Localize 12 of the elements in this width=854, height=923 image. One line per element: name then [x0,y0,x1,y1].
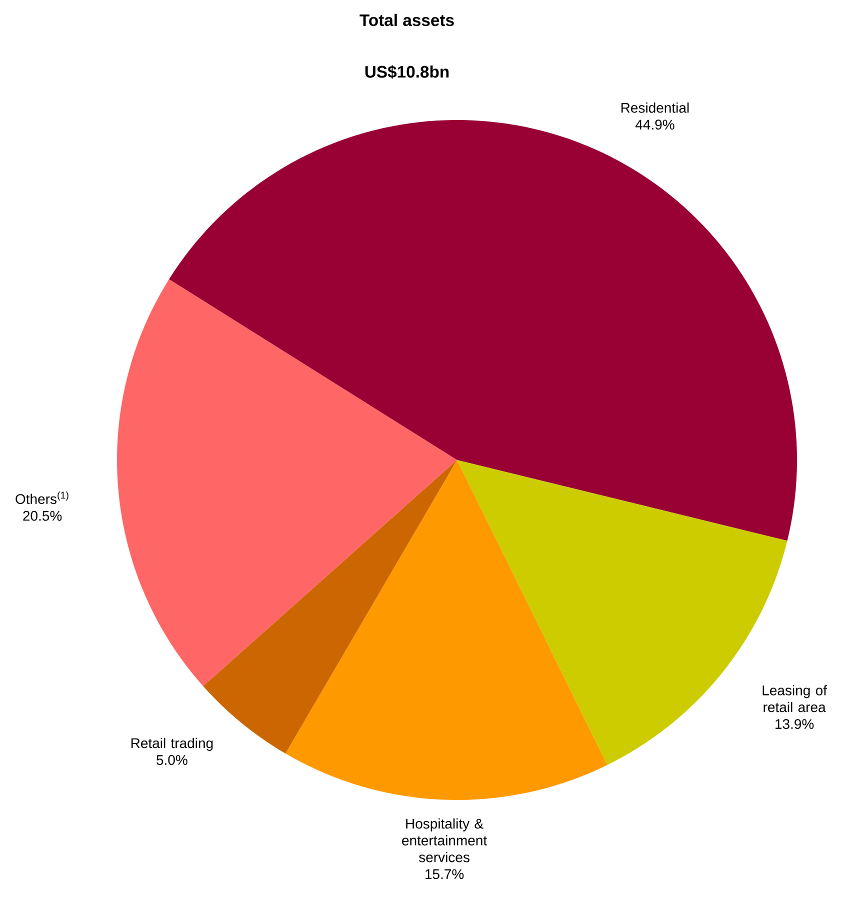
data-label: 44.9% [635,120,674,130]
slice-label: Retail trading [131,738,213,751]
slice-label: Residential [621,102,689,113]
data-label: 20.5% [23,510,62,521]
slice-label: Others$^{(1)}$ [16,491,68,504]
data-label: 15.7% [426,869,464,880]
slice-label: Hospitality & entertainment services [402,818,487,862]
data-label: 13.9% [776,719,814,729]
chart-subtitle: US$10.8bn [365,65,449,79]
data-label: 5.0% [156,755,188,765]
slice-label: Leasing of retail area [762,685,828,712]
chart-title: Total assets [360,14,454,26]
